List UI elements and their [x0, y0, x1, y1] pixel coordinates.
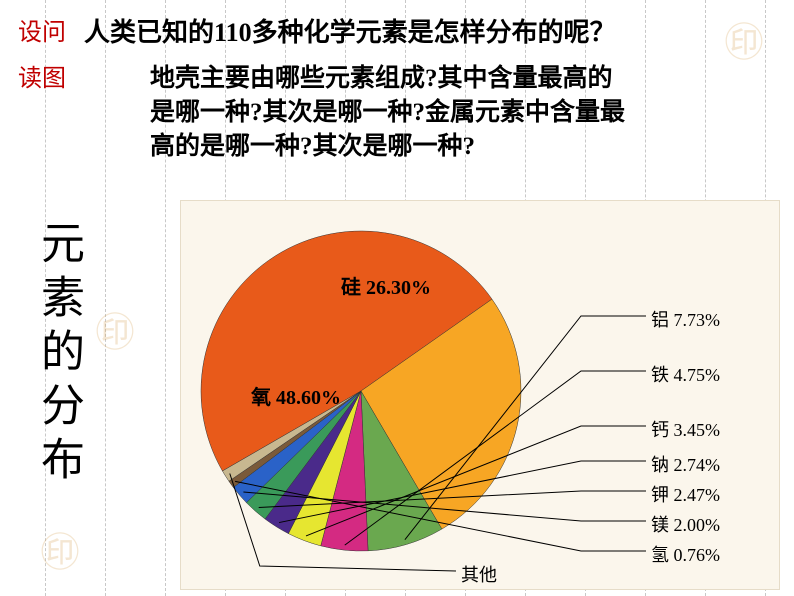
watermark-seal-2: ㊞ — [95, 300, 155, 360]
watermark-seal-3: ㊞ — [40, 520, 100, 580]
callout-fe: 铁 4.75% — [651, 361, 720, 387]
callout-mg: 镁 2.00% — [651, 511, 720, 537]
callout-ca: 钙 3.45% — [651, 416, 720, 442]
callout-na: 钠 2.74% — [651, 451, 720, 477]
slice-label-silicon: 硅 26.30% — [341, 271, 431, 300]
callout-al: 铝 7.73% — [651, 306, 720, 332]
callout-h: 氢 0.76% — [651, 541, 720, 567]
pie-chart — [191, 211, 541, 561]
callout-k: 钾 2.47% — [651, 481, 720, 507]
pie-chart-container: 氧 48.60% 硅 26.30% 铝 7.73% 铁 4.75% 钙 3.45… — [180, 200, 780, 590]
vertical-title: 元素的分布 — [30, 220, 86, 490]
callout-other: 其他 — [461, 561, 497, 587]
main-question: 人类已知的110多种化学元素是怎样分布的呢？ — [84, 12, 616, 49]
watermark-seal: ㊞ — [724, 10, 784, 70]
sub-question: 地壳主要由哪些元素组成?其中含量最高的是哪一种?其次是哪一种?金属元素中含量最高… — [150, 62, 630, 164]
label-shewen: 设问 — [18, 12, 66, 47]
slice-label-oxygen: 氧 48.60% — [251, 381, 341, 410]
label-dutu: 读图 — [18, 58, 66, 93]
